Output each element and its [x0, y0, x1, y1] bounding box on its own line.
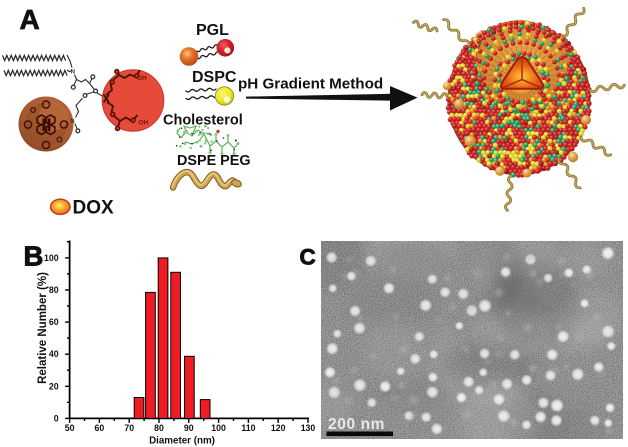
svg-text:Cholesterol: Cholesterol — [163, 113, 243, 129]
svg-text:100: 100 — [44, 253, 59, 263]
svg-text:40: 40 — [49, 349, 59, 359]
svg-text:20: 20 — [49, 381, 59, 391]
svg-text:C: C — [300, 244, 316, 269]
svg-text:OH: OH — [139, 120, 149, 127]
svg-text:DSPE PEG: DSPE PEG — [177, 153, 251, 169]
svg-text:80: 80 — [154, 423, 164, 433]
svg-text:100: 100 — [211, 423, 226, 433]
svg-text:90: 90 — [184, 423, 194, 433]
svg-text:N: N — [71, 70, 75, 76]
svg-text:B: B — [24, 241, 44, 272]
svg-text:A: A — [20, 4, 40, 35]
svg-text:120: 120 — [271, 423, 286, 433]
svg-text:110: 110 — [241, 423, 255, 433]
svg-text:80: 80 — [49, 285, 59, 295]
svg-text:50: 50 — [65, 423, 75, 433]
svg-text:0: 0 — [54, 413, 59, 423]
svg-text:130: 130 — [301, 423, 316, 433]
svg-text:OH: OH — [137, 75, 147, 82]
svg-text:PGL: PGL — [196, 22, 229, 39]
svg-text:pH Gradient Method: pH Gradient Method — [238, 76, 383, 93]
svg-text:60: 60 — [49, 317, 59, 327]
svg-text:200 nm: 200 nm — [328, 416, 385, 433]
svg-text:DSPC: DSPC — [192, 69, 237, 86]
svg-text:N: N — [70, 119, 74, 125]
svg-text:60: 60 — [95, 423, 105, 433]
svg-text:70: 70 — [124, 423, 134, 433]
svg-text:DOX: DOX — [73, 198, 115, 219]
svg-text:Diameter (nm): Diameter (nm) — [149, 435, 215, 446]
svg-text:Relative Number (%): Relative Number (%) — [37, 272, 49, 384]
